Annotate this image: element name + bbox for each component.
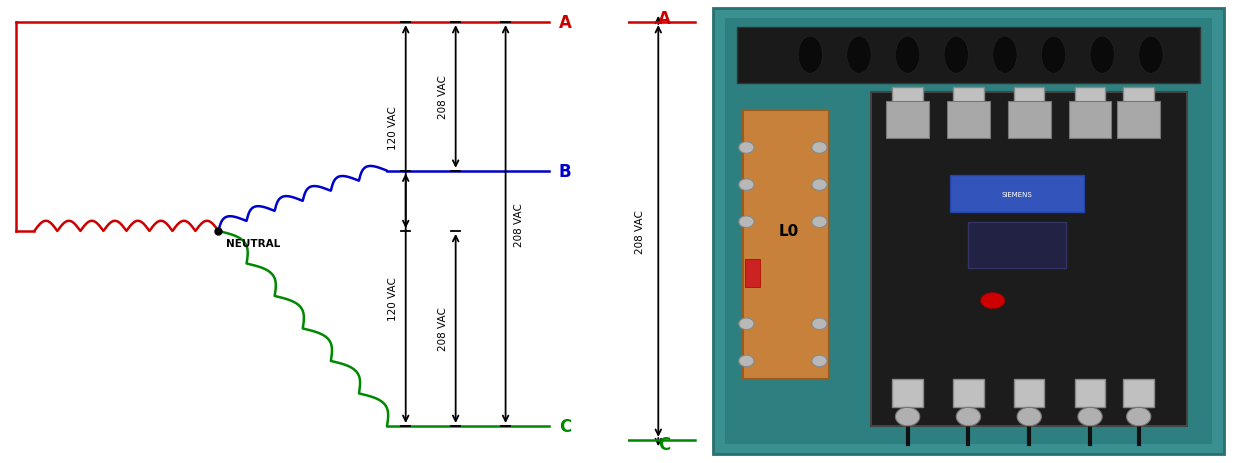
Ellipse shape [739, 356, 754, 367]
Ellipse shape [812, 356, 827, 367]
Ellipse shape [993, 37, 1017, 74]
Bar [1009, 102, 1051, 139]
Text: 208 VAC: 208 VAC [438, 307, 447, 350]
Bar [892, 380, 923, 407]
Bar [1124, 88, 1154, 111]
Bar [871, 93, 1188, 426]
Text: 120 VAC: 120 VAC [388, 277, 398, 320]
Bar [1014, 380, 1044, 407]
Ellipse shape [1078, 407, 1103, 426]
Bar [743, 111, 828, 380]
Bar [953, 380, 984, 407]
Text: NEUTRAL: NEUTRAL [226, 238, 281, 249]
Bar [1075, 88, 1105, 111]
Text: 208 VAC: 208 VAC [514, 203, 524, 246]
Text: C: C [659, 436, 671, 453]
Bar [738, 28, 1199, 83]
Ellipse shape [1126, 407, 1151, 426]
Text: 120 VAC: 120 VAC [388, 106, 398, 149]
Text: A: A [559, 14, 571, 32]
Bar [726, 19, 1211, 444]
Ellipse shape [739, 319, 754, 330]
Ellipse shape [798, 37, 822, 74]
Text: A: A [659, 10, 671, 27]
Ellipse shape [812, 216, 827, 228]
Bar [892, 88, 923, 111]
Ellipse shape [812, 179, 827, 191]
Bar [1014, 88, 1044, 111]
Ellipse shape [739, 142, 754, 154]
Ellipse shape [1138, 37, 1163, 74]
Bar [950, 176, 1084, 213]
Ellipse shape [812, 142, 827, 154]
Text: 208 VAC: 208 VAC [635, 210, 645, 253]
Bar [969, 222, 1065, 269]
Ellipse shape [1017, 407, 1042, 426]
Text: B: B [559, 163, 571, 180]
Text: L0: L0 [779, 224, 800, 239]
Bar [1124, 380, 1154, 407]
Bar [1069, 102, 1111, 139]
Ellipse shape [812, 319, 827, 330]
Ellipse shape [895, 37, 920, 74]
Bar [1117, 102, 1159, 139]
Bar [953, 88, 984, 111]
Text: 208 VAC: 208 VAC [438, 75, 447, 119]
Bar [947, 102, 990, 139]
Ellipse shape [980, 293, 1005, 309]
Bar [886, 102, 929, 139]
Bar [745, 259, 760, 287]
Bar [1075, 380, 1105, 407]
Ellipse shape [944, 37, 969, 74]
Text: C: C [559, 417, 571, 435]
Bar [713, 9, 1224, 454]
Ellipse shape [1042, 37, 1065, 74]
Ellipse shape [895, 407, 920, 426]
Ellipse shape [957, 407, 980, 426]
Ellipse shape [1090, 37, 1115, 74]
Ellipse shape [739, 216, 754, 228]
Ellipse shape [739, 179, 754, 191]
Ellipse shape [847, 37, 871, 74]
Text: SIEMENS: SIEMENS [1001, 192, 1032, 197]
